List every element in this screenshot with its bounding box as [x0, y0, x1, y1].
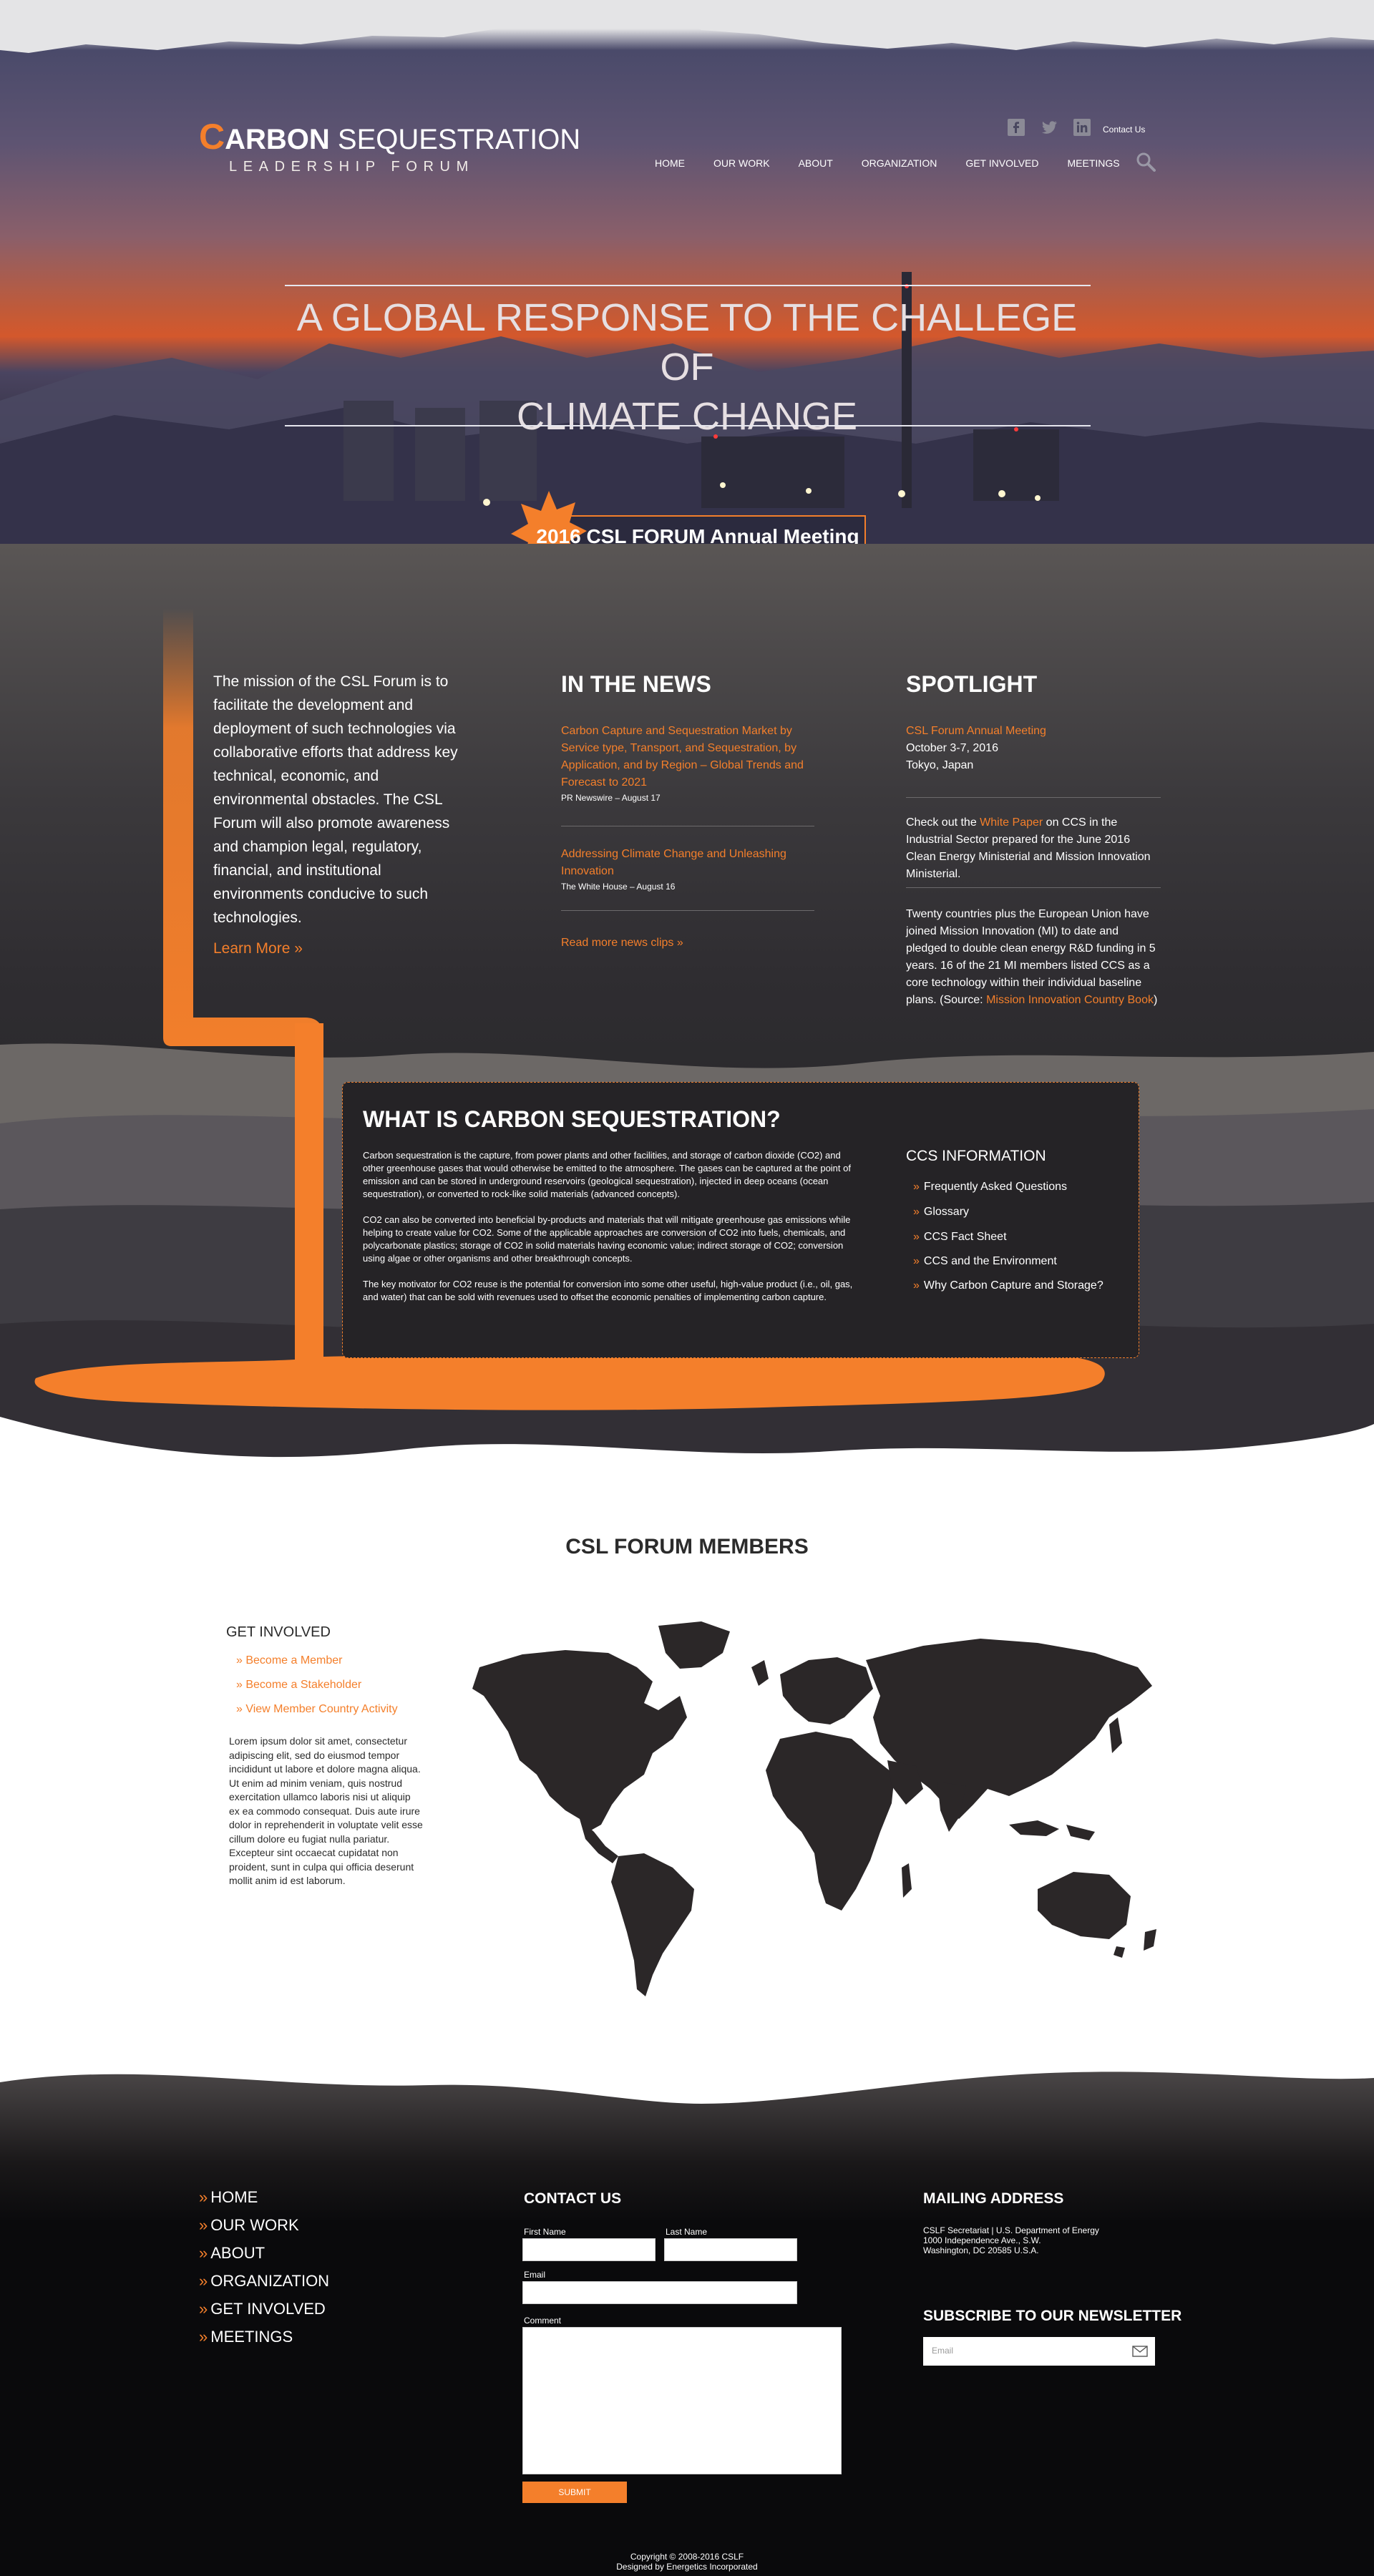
newsletter-title: SUBSCRIBE TO OUR NEWSLETTER [923, 2308, 1182, 2324]
what-is-paragraph-1: Carbon sequestration is the capture, fro… [363, 1150, 851, 1199]
twitter-icon[interactable] [1041, 119, 1058, 136]
white-paper-link[interactable]: White Paper [980, 816, 1043, 829]
spotlight-event-link[interactable]: CSL Forum Annual Meeting [906, 725, 1046, 737]
learn-more-link[interactable]: Learn More » [213, 940, 303, 957]
news-divider [561, 910, 814, 911]
spotlight-white-paper: Check out the White Paper on CCS in the … [906, 816, 1151, 880]
annual-meeting-label[interactable]: 2016 CSL FORUM Annual Meeting [536, 525, 859, 547]
facebook-icon[interactable] [1008, 119, 1025, 136]
ccs-item-glossary[interactable]: » Glossary [913, 1206, 970, 1218]
newsletter-email-field[interactable]: Email [923, 2337, 1155, 2366]
news-headline-1[interactable]: Carbon Capture and Sequestration Market … [561, 725, 804, 789]
what-is-panel [342, 1082, 1139, 1358]
nav-item-meetings[interactable]: MEETINGS [1067, 157, 1120, 169]
mailing-address-title: MAILING ADDRESS [923, 2190, 1064, 2207]
envelope-icon[interactable] [1132, 2346, 1148, 2357]
orange-pipe-illustration [163, 608, 323, 1088]
news-title: IN THE NEWS [561, 671, 711, 697]
news-section [0, 544, 1374, 1088]
what-is-paragraph-2: CO2 can also be converted into beneficia… [363, 1214, 851, 1264]
first-name-label: First Name [524, 2227, 566, 2237]
tagline-rule-bottom [285, 425, 1091, 426]
nav-item-get-involved[interactable]: GET INVOLVED [965, 157, 1039, 169]
social-links [1008, 119, 1091, 136]
newsletter-placeholder: Email [932, 2346, 954, 2356]
what-is-paragraph-3: The key motivator for CO2 reuse is the p… [363, 1279, 853, 1302]
comment-label: Comment [524, 2316, 562, 2326]
contact-title: CONTACT US [524, 2190, 622, 2207]
members-title: CSL FORUM MEMBERS [565, 1535, 809, 1558]
view-member-country-link[interactable]: » View Member Country Activity [236, 1703, 398, 1715]
footer-nav-about[interactable]: » ABOUT [199, 2244, 265, 2262]
world-map-icon[interactable] [465, 1617, 1166, 2004]
footer-nav-home[interactable]: » HOME [199, 2188, 258, 2206]
ccs-item-why-ccs[interactable]: » Why Carbon Capture and Storage? [913, 1279, 1103, 1292]
news-source-1: PR Newswire – August 17 [561, 793, 661, 803]
hero-tagline: A GLOBAL RESPONSE TO THE CHALLEGE OF CLI… [272, 293, 1102, 441]
spotlight-divider [906, 797, 1161, 798]
first-name-field[interactable] [522, 2238, 656, 2261]
mailing-address: CSLF Secretariat | U.S. Department of En… [923, 2225, 1099, 2255]
become-member-link[interactable]: » Become a Member [236, 1654, 343, 1667]
get-involved-description: Lorem ipsum dolor sit amet, consectetur … [229, 1735, 423, 1886]
logo-wordmark: CARBON SEQUESTRATION [199, 117, 581, 157]
ccs-item-environment[interactable]: » CCS and the Environment [913, 1255, 1057, 1267]
hero-tagline-line1: A GLOBAL RESPONSE TO THE CHALLEGE OF [296, 296, 1078, 389]
designed-by: Designed by Energetics Incorporated [616, 2562, 758, 2572]
last-name-label: Last Name [666, 2227, 708, 2237]
ccs-item-fact-sheet[interactable]: » CCS Fact Sheet [913, 1231, 1007, 1243]
hero-banner: CARBON SEQUESTRATION LEADERSHIP FORUM Co… [0, 0, 1374, 630]
site-footer [0, 2061, 1374, 2576]
become-stakeholder-link[interactable]: » Become a Stakeholder [236, 1679, 362, 1691]
read-more-news-link[interactable]: Read more news clips » [561, 937, 683, 949]
submit-button[interactable]: SUBMIT [522, 2482, 627, 2503]
nav-item-about[interactable]: ABOUT [798, 157, 833, 169]
spotlight-divider [906, 887, 1161, 888]
spotlight-event: CSL Forum Annual Meeting October 3-7, 20… [906, 723, 1161, 774]
ccs-item-faq[interactable]: » Frequently Asked Questions [913, 1181, 1068, 1193]
mission-statement: The mission of the CSL Forum is to facil… [213, 673, 458, 926]
spotlight-event-place: Tokyo, Japan [906, 759, 974, 771]
nav-item-organization[interactable]: ORGANIZATION [861, 157, 937, 169]
contact-us-link[interactable]: Contact Us [1103, 125, 1146, 135]
main-nav: HOME OUR WORK ABOUT ORGANIZATION GET INV… [655, 157, 1149, 169]
hero-tagline-line2: CLIMATE CHANGE [516, 395, 858, 438]
comment-field[interactable] [522, 2327, 842, 2474]
linkedin-icon[interactable] [1073, 119, 1091, 136]
news-source-2: The White House – August 16 [561, 882, 676, 892]
country-book-link[interactable]: Mission Innovation Country Book [986, 994, 1154, 1006]
news-headline-2[interactable]: Addressing Climate Change and Unleashing… [561, 848, 786, 877]
spotlight-title: SPOTLIGHT [906, 671, 1038, 697]
site-logo[interactable]: CARBON SEQUESTRATION LEADERSHIP FORUM [199, 116, 580, 175]
footer-nav-organization[interactable]: » ORGANIZATION [199, 2272, 330, 2290]
nav-item-home[interactable]: HOME [655, 157, 685, 169]
copyright: Copyright © 2008-2016 CSLF [630, 2552, 744, 2562]
logo-subtitle: LEADERSHIP FORUM [229, 159, 474, 175]
spotlight-event-date: October 3-7, 2016 [906, 742, 998, 754]
last-name-field[interactable] [664, 2238, 797, 2261]
search-icon[interactable] [1136, 152, 1156, 172]
ccs-info-title: CCS INFORMATION [906, 1148, 1046, 1164]
footer-nav-get-involved[interactable]: » GET INVOLVED [199, 2300, 326, 2318]
footer-nav-our-work[interactable]: » OUR WORK [199, 2216, 299, 2234]
what-is-title: WHAT IS CARBON SEQUESTRATION? [363, 1106, 781, 1132]
get-involved-title: GET INVOLVED [226, 1624, 331, 1640]
tagline-rule-top [285, 285, 1091, 286]
footer-nav-meetings[interactable]: » MEETINGS [199, 2328, 293, 2346]
email-label: Email [524, 2270, 546, 2280]
email-field[interactable] [522, 2281, 797, 2304]
footer-background [0, 2072, 1374, 2576]
spotlight-mission-innovation: Twenty countries plus the European Union… [906, 908, 1158, 1006]
nav-item-our-work[interactable]: OUR WORK [713, 157, 770, 169]
